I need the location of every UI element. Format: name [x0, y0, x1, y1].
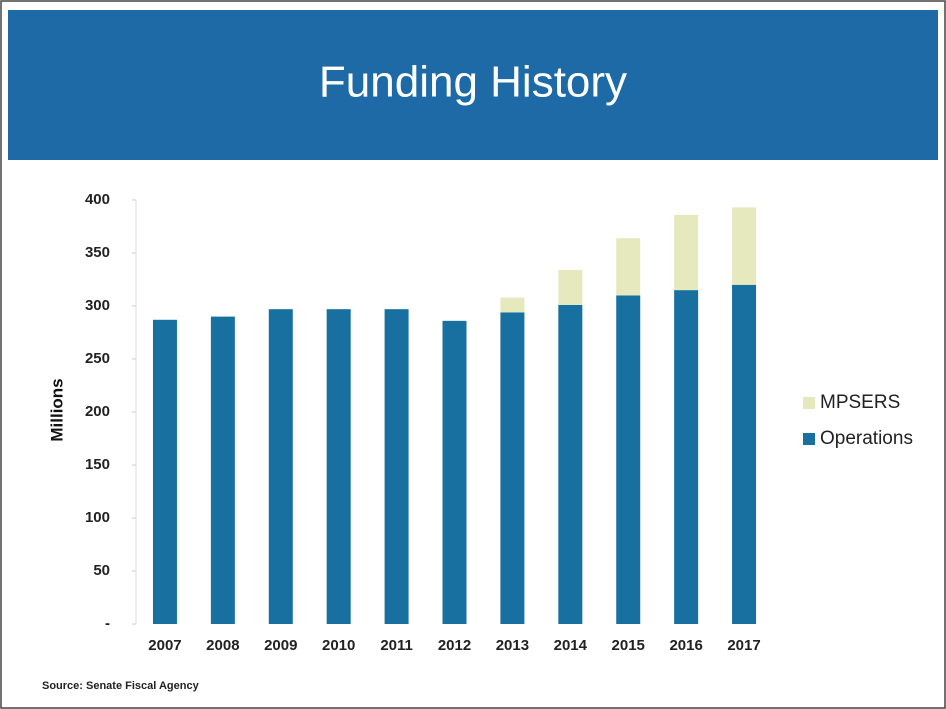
y-tick-label: 300: [85, 297, 110, 314]
bar-segment: [558, 269, 583, 305]
x-tick-label: 2008: [206, 637, 239, 654]
x-tick-label: 2012: [438, 637, 471, 654]
legend-swatch: [803, 397, 815, 409]
bar-segment: [558, 304, 583, 624]
bar-segment: [616, 295, 641, 624]
bar-segment: [326, 309, 351, 624]
legend-label: Operations: [820, 428, 913, 449]
x-tick-label: 2007: [148, 637, 181, 654]
bar-segment: [616, 238, 641, 296]
x-tick-label: 2009: [264, 637, 297, 654]
y-tick-label: 50: [93, 562, 110, 579]
x-tick-label: 2013: [496, 637, 529, 654]
bar-segment: [732, 207, 757, 285]
y-tick-label: 150: [85, 456, 110, 473]
chart-title: Funding History: [319, 58, 627, 107]
header-band: [8, 10, 938, 160]
bar-segment: [268, 309, 293, 624]
x-tick-label: 2015: [612, 637, 645, 654]
bar-segment: [732, 284, 757, 624]
x-tick-label: 2010: [322, 637, 355, 654]
x-tick-label: 2014: [554, 637, 588, 654]
y-tick-label: 400: [85, 191, 110, 208]
bar-segment: [210, 316, 235, 624]
legend-swatch: [803, 433, 815, 445]
y-tick-label: 100: [85, 509, 110, 526]
y-tick-label: 350: [85, 244, 110, 261]
y-tick-label: 250: [85, 350, 110, 367]
bar-segment: [674, 214, 699, 291]
bar-segment: [152, 319, 177, 624]
x-tick-label: 2016: [669, 637, 702, 654]
bar-segment: [500, 312, 525, 624]
bar-segment: [384, 309, 409, 624]
x-tick-label: 2011: [380, 637, 413, 654]
legend-label: MPSERS: [820, 392, 900, 413]
bar-segment: [674, 290, 699, 624]
y-axis-label: Millions: [47, 378, 66, 441]
source-note: Source: Senate Fiscal Agency: [42, 680, 200, 692]
x-tick-label: 2017: [727, 637, 760, 654]
bar-segment: [442, 320, 467, 624]
bar-segment: [500, 297, 525, 313]
y-tick-label: -: [105, 615, 110, 632]
y-tick-label: 200: [85, 403, 110, 420]
